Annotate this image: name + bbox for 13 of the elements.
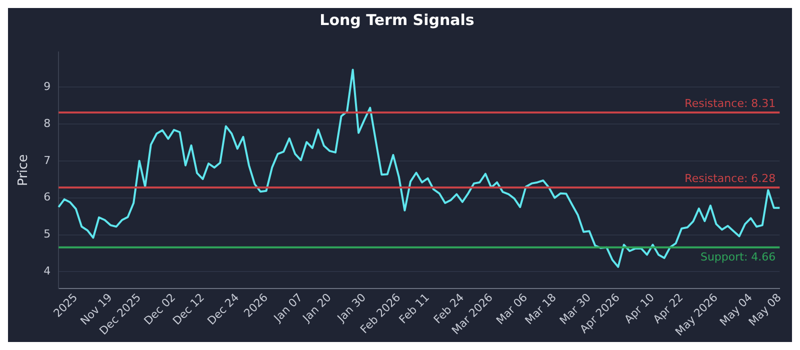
ref-line-label: Resistance: 6.28 — [684, 172, 776, 185]
y-tick-label: 8 — [44, 116, 51, 130]
ref-line-label: Resistance: 8.31 — [684, 96, 776, 110]
y-tick-label: 7 — [44, 154, 51, 167]
x-tick-label: Jan 20 — [300, 290, 334, 326]
y-tick-label: 4 — [44, 264, 51, 278]
x-tick-label: Dec 24 — [204, 290, 242, 328]
y-axis-title: Price — [16, 154, 32, 186]
y-tick-label: 6 — [44, 190, 51, 204]
y-tick-label: 5 — [44, 228, 51, 241]
chart-title: Long Term Signals — [320, 10, 474, 29]
ref-line-label: Support: 4.66 — [700, 250, 776, 264]
y-tick-label: 9 — [44, 80, 51, 93]
